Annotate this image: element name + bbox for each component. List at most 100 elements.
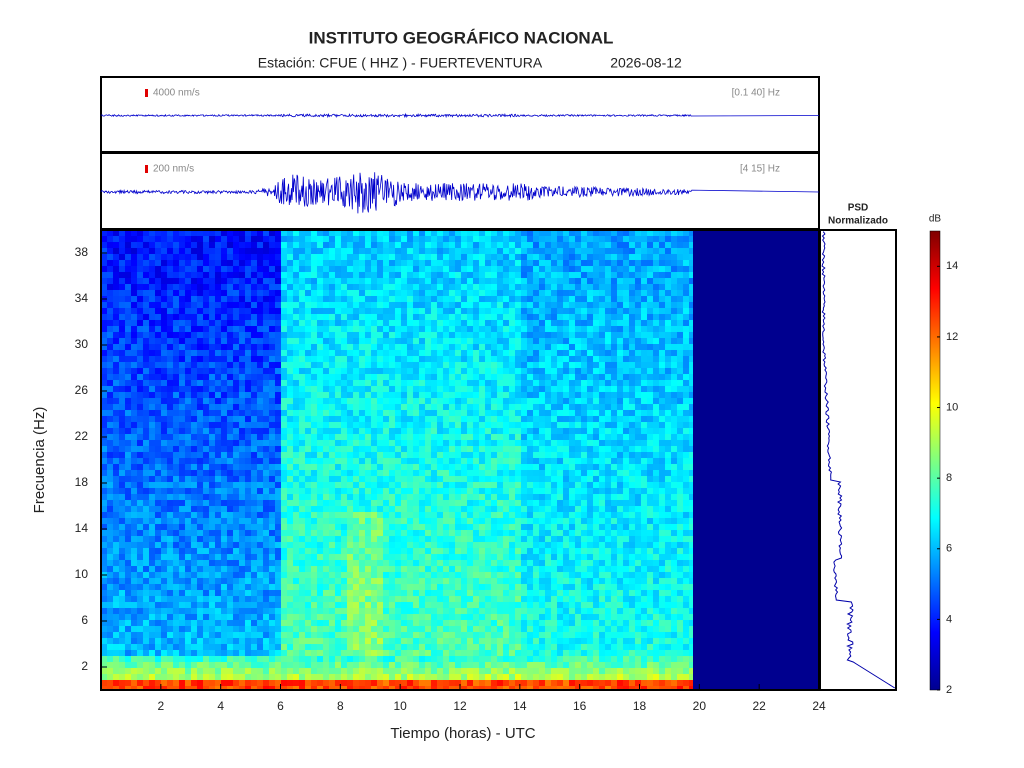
spectrogram-cell: [293, 368, 299, 374]
spectrogram-cell: [269, 260, 275, 266]
spectrogram-cell: [485, 332, 491, 338]
spectrogram-cell: [461, 500, 467, 506]
spectrogram-cell: [413, 644, 419, 650]
spectrogram-cell: [443, 380, 449, 386]
spectrogram-cell: [359, 482, 365, 488]
spectrogram-cell: [329, 536, 335, 542]
spectrogram-cell: [371, 518, 377, 524]
spectrogram-cell: [467, 326, 473, 332]
spectrogram-cell: [239, 314, 245, 320]
spectrogram-cell: [401, 464, 407, 470]
spectrogram-cell: [143, 236, 149, 242]
spectrogram-cell: [173, 542, 179, 548]
spectrogram-cell: [251, 410, 257, 416]
spectrogram-cell: [323, 362, 329, 368]
spectrogram-cell: [485, 572, 491, 578]
spectrogram-cell: [203, 452, 209, 458]
spectrogram-cell: [353, 230, 359, 236]
spectrogram-cell: [137, 476, 143, 482]
spectrogram-cell: [455, 584, 461, 590]
spectrogram-cell: [425, 290, 431, 296]
spectrogram-cell: [161, 530, 167, 536]
spectrogram-cell: [449, 404, 455, 410]
spectrogram-cell: [149, 554, 155, 560]
spectrogram-cell: [485, 584, 491, 590]
spectrogram-cell: [473, 398, 479, 404]
spectrogram-cell: [473, 236, 479, 242]
spectrogram-cell: [425, 686, 431, 690]
spectrogram-cell: [275, 284, 281, 290]
spectrogram-cell: [131, 278, 137, 284]
spectrogram-cell: [329, 284, 335, 290]
spectrogram-cell: [221, 386, 227, 392]
spectrogram-cell: [227, 320, 233, 326]
spectrogram-cell: [287, 368, 293, 374]
spectrogram-cell: [449, 668, 455, 674]
spectrogram-cell: [461, 374, 467, 380]
spectrogram-cell: [263, 296, 269, 302]
spectrogram-cell: [203, 278, 209, 284]
spectrogram-cell: [101, 524, 107, 530]
spectrogram-cell: [449, 296, 455, 302]
spectrogram-cell: [365, 536, 371, 542]
spectrogram-cell: [467, 404, 473, 410]
spectrogram-cell: [227, 272, 233, 278]
spectrogram-cell: [275, 230, 281, 236]
spectrogram-cell: [269, 458, 275, 464]
spectrogram-cell: [209, 344, 215, 350]
spectrogram-cell: [371, 644, 377, 650]
spectrogram-cell: [371, 686, 377, 690]
spectrogram-cell: [395, 560, 401, 566]
spectrogram-cell: [131, 308, 137, 314]
spectrogram-cell: [167, 236, 173, 242]
spectrogram-cell: [125, 422, 131, 428]
spectrogram-cell: [119, 572, 125, 578]
spectrogram-cell: [263, 620, 269, 626]
spectrogram-cell: [221, 464, 227, 470]
spectrogram-cell: [197, 386, 203, 392]
spectrogram-cell: [185, 668, 191, 674]
spectrogram-cell: [455, 446, 461, 452]
spectrogram-cell: [233, 554, 239, 560]
spectrogram-cell: [377, 656, 383, 662]
spectrogram-cell: [287, 410, 293, 416]
spectrogram-cell: [101, 362, 107, 368]
spectrogram-cell: [305, 572, 311, 578]
spectrogram-cell: [173, 248, 179, 254]
spectrogram-cell: [197, 596, 203, 602]
spectrogram-cell: [209, 554, 215, 560]
spectrogram-cell: [221, 626, 227, 632]
spectrogram-cell: [125, 476, 131, 482]
spectrogram-cell: [317, 632, 323, 638]
spectrogram-cell: [479, 494, 485, 500]
spectrogram-cell: [119, 344, 125, 350]
spectrogram-cell: [227, 464, 233, 470]
spectrogram-cell: [215, 536, 221, 542]
spectrogram-cell: [341, 242, 347, 248]
spectrogram-cell: [107, 332, 113, 338]
spectrogram-cell: [239, 560, 245, 566]
spectrogram-cell: [479, 500, 485, 506]
spectrogram-cell: [413, 500, 419, 506]
spectrogram-cell: [431, 494, 437, 500]
spectrogram-cell: [263, 458, 269, 464]
spectrogram-cell: [215, 452, 221, 458]
spectrogram-cell: [437, 560, 443, 566]
spectrogram-cell: [293, 560, 299, 566]
spectrogram-cell: [149, 278, 155, 284]
spectrogram-cell: [371, 500, 377, 506]
spectrogram-cell: [179, 464, 185, 470]
spectrogram-cell: [359, 446, 365, 452]
spectrogram-cell: [341, 320, 347, 326]
spectrogram-cell: [437, 626, 443, 632]
spectrogram-cell: [365, 542, 371, 548]
spectrogram-cell: [311, 476, 317, 482]
spectrogram-cell: [209, 242, 215, 248]
spectrogram-cell: [365, 428, 371, 434]
spectrogram-cell: [419, 560, 425, 566]
spectrogram-cell: [233, 290, 239, 296]
spectrogram-cell: [107, 248, 113, 254]
spectrogram-cell: [479, 272, 485, 278]
spectrogram-cell: [287, 296, 293, 302]
spectrogram-cell: [155, 386, 161, 392]
